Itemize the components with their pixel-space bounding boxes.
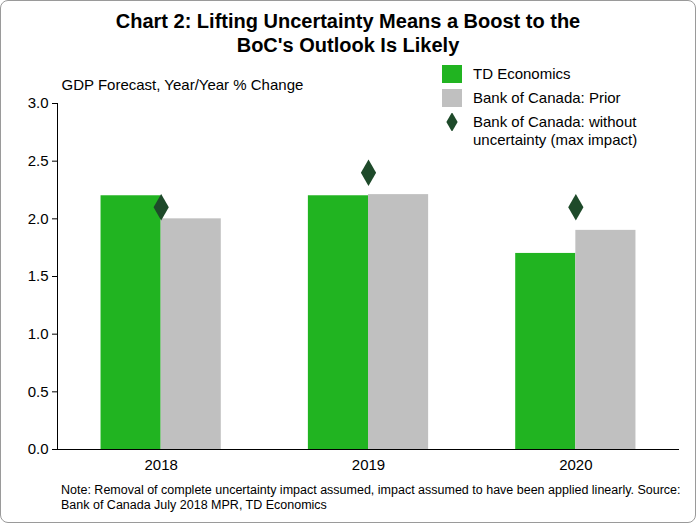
svg-text:1.0: 1.0 — [28, 325, 49, 342]
html-text:Chart 2: Lifting Uncertainty M: Chart 2: Lifting Uncertainty Means a Boo… — [115, 10, 581, 56]
svg-text:2019: 2019 — [352, 456, 385, 473]
svg-text:2.0: 2.0 — [28, 210, 49, 227]
svg-text:2.5: 2.5 — [28, 152, 49, 169]
html-text:Bank of Canada: without uncert: Bank of Canada: without uncertainty (max… — [473, 113, 638, 148]
html-text:Bank of Canada: Prior: Bank of Canada: Prior — [473, 89, 621, 106]
svg-text:0.0: 0.0 — [28, 440, 49, 457]
svg-text:2018: 2018 — [144, 456, 177, 473]
html-text:Note: Removal of complete unce: Note: Removal of complete uncertainty im… — [61, 483, 681, 512]
svg-text:GDP Forecast, Year/Year % Chan: GDP Forecast, Year/Year % Change — [62, 76, 304, 93]
svg-text:1.5: 1.5 — [28, 267, 49, 284]
html-text:TD Economics: TD Economics — [473, 65, 571, 82]
svg-text:3.0: 3.0 — [28, 94, 49, 111]
svg-text:2020: 2020 — [559, 456, 592, 473]
svg-text:0.5: 0.5 — [28, 383, 49, 400]
